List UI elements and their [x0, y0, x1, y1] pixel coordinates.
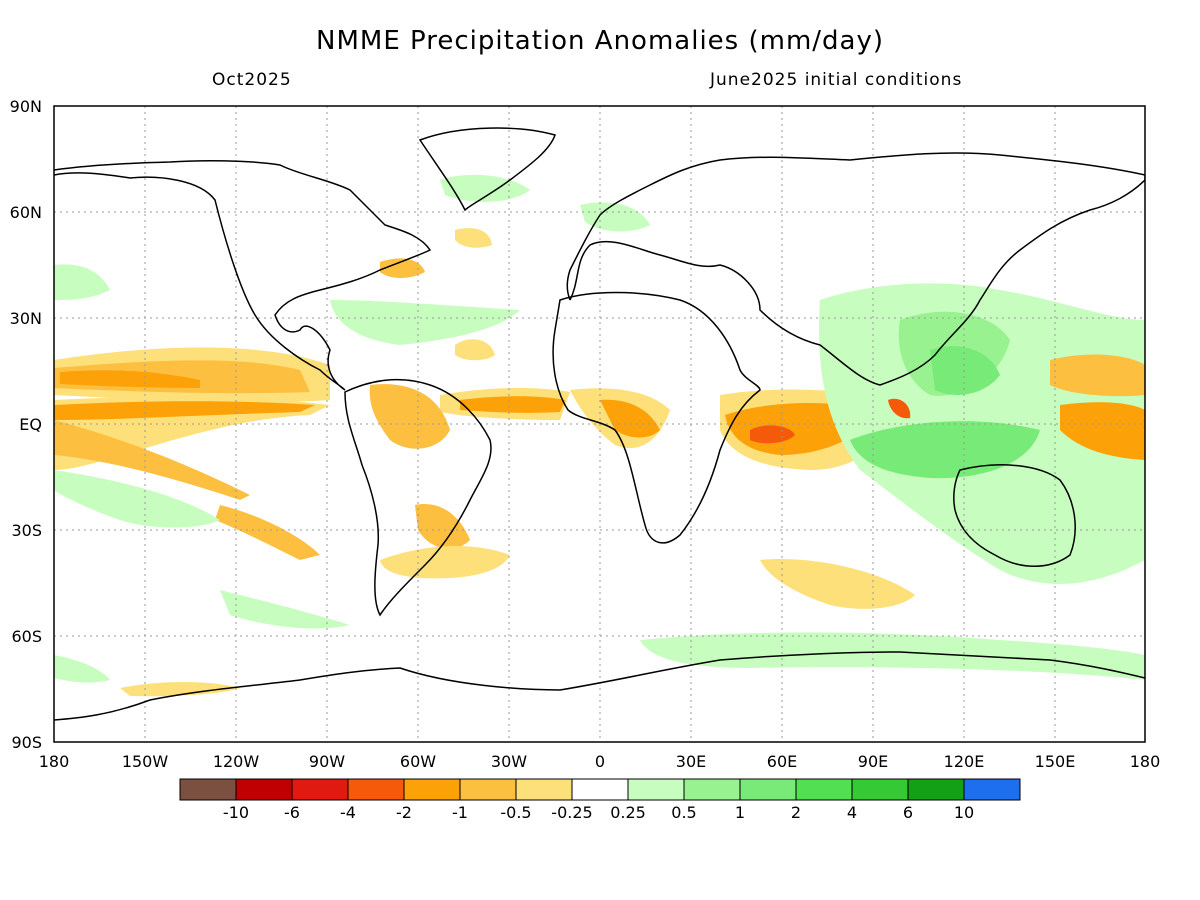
colorbar-label: 10: [954, 803, 974, 822]
lon-label: 180: [39, 752, 70, 771]
lat-label: 60N: [10, 203, 42, 222]
anomaly-dry-band: [380, 258, 425, 278]
colorbar-box: [963, 778, 1021, 801]
colorbar-label: -4: [340, 803, 356, 822]
anomaly-dry-band: [600, 399, 660, 438]
colorbar-box: [627, 778, 685, 801]
colorbar-label: 6: [903, 803, 913, 822]
lat-label: 30N: [10, 309, 42, 328]
anomaly-dry-band: [215, 505, 320, 560]
coastlines: [54, 127, 1145, 721]
lon-label: 120E: [944, 752, 985, 771]
lon-label: 30E: [676, 752, 706, 771]
colorbar-label: -6: [284, 803, 300, 822]
map-gridlines: [54, 106, 1145, 742]
coastline-north-america: [54, 160, 432, 391]
map-field: [54, 174, 1145, 697]
lat-label: EQ: [19, 415, 42, 434]
colorbar-box: [291, 778, 349, 801]
colorbar-box: [851, 778, 909, 801]
colorbar-labels: -10 -6 -4 -2 -1 -0.5 -0.25 0.25 0.5 1 2 …: [223, 803, 974, 822]
anomaly-dry-band: [369, 384, 450, 449]
lat-label: 90S: [11, 733, 42, 752]
colorbar-label: -0.5: [500, 803, 531, 822]
lon-label: 150W: [122, 752, 169, 771]
lon-label: 60E: [767, 752, 797, 771]
colorbar-label: -1: [452, 803, 468, 822]
initial-conditions-label: June2025 initial conditions: [710, 70, 963, 90]
colorbar-label: 0.5: [671, 803, 696, 822]
coastline-australia: [953, 464, 1076, 567]
lon-label: 60W: [400, 752, 436, 771]
anomaly-dry-band: [455, 228, 492, 248]
colorbar-box: [739, 778, 797, 801]
anomaly-wet-patch: [850, 421, 1040, 479]
lon-label: 0: [595, 752, 605, 771]
lon-label: 30W: [491, 752, 527, 771]
anomaly-wet-patch: [54, 470, 220, 528]
colorbar-label: 4: [847, 803, 857, 822]
coastline-greenland: [418, 127, 556, 212]
lon-label: 90E: [858, 752, 888, 771]
map-title: NMME Precipitation Anomalies (mm/day): [316, 26, 884, 56]
lon-label: 180: [1130, 752, 1161, 771]
colorbar-box: [683, 778, 741, 801]
anomaly-dry-band: [1060, 402, 1145, 460]
anomaly-wet-patch: [640, 632, 1145, 680]
colorbar-label: 0.25: [610, 803, 646, 822]
coastline-antarctica: [54, 651, 1145, 721]
coastline-south-america: [344, 378, 492, 617]
coastline-africa: [552, 291, 761, 544]
valid-month-label: Oct2025: [212, 70, 292, 90]
anomaly-dry-band: [54, 420, 250, 500]
coastline-eurasia: [566, 152, 1145, 386]
lon-label: 120W: [213, 752, 260, 771]
colorbar-label: -0.25: [551, 803, 592, 822]
anomaly-wet-patch: [54, 264, 110, 300]
anomaly-dry-band: [760, 559, 915, 609]
anomaly-dry-band: [120, 682, 240, 697]
colorbar-box: [235, 778, 293, 801]
lat-label: 90N: [10, 97, 42, 116]
colorbar-box: [571, 778, 629, 801]
anomaly-wet-patch: [930, 346, 1000, 395]
anomaly-dry-band: [455, 339, 495, 361]
lat-label: 60S: [11, 627, 42, 646]
lon-label: 90W: [309, 752, 345, 771]
anomaly-wet-patch: [54, 655, 110, 683]
colorbar-label: 1: [735, 803, 745, 822]
lon-label: 150E: [1035, 752, 1076, 771]
anomaly-dry-band: [1050, 354, 1145, 397]
anomaly-dry-band: [888, 398, 911, 419]
anomaly-dry-band: [415, 504, 470, 549]
colorbar-box: [515, 778, 573, 801]
colorbar-label: -2: [396, 803, 412, 822]
colorbar-box: [179, 778, 237, 801]
map-frame: [53, 105, 1146, 743]
colorbar-label: 2: [791, 803, 801, 822]
colorbar-label: -10: [223, 803, 249, 822]
anomaly-wet-patch: [220, 590, 350, 629]
anomaly-wet-patch: [440, 174, 530, 202]
anomaly-dry-band: [380, 545, 510, 579]
anomaly-dry-band: [460, 396, 565, 413]
anomaly-dry-band: [54, 401, 315, 420]
colorbar-box: [403, 778, 461, 801]
colorbar: [179, 778, 1021, 801]
colorbar-box: [795, 778, 853, 801]
anomaly-dry-band: [60, 370, 200, 388]
colorbar-box: [459, 778, 517, 801]
anomaly-dry-band: [750, 425, 795, 444]
colorbar-box: [347, 778, 405, 801]
colorbar-box: [907, 778, 965, 801]
anomaly-wet-patch: [580, 202, 650, 232]
lat-label: 30S: [11, 521, 42, 540]
anomaly-wet-patch: [330, 300, 520, 345]
